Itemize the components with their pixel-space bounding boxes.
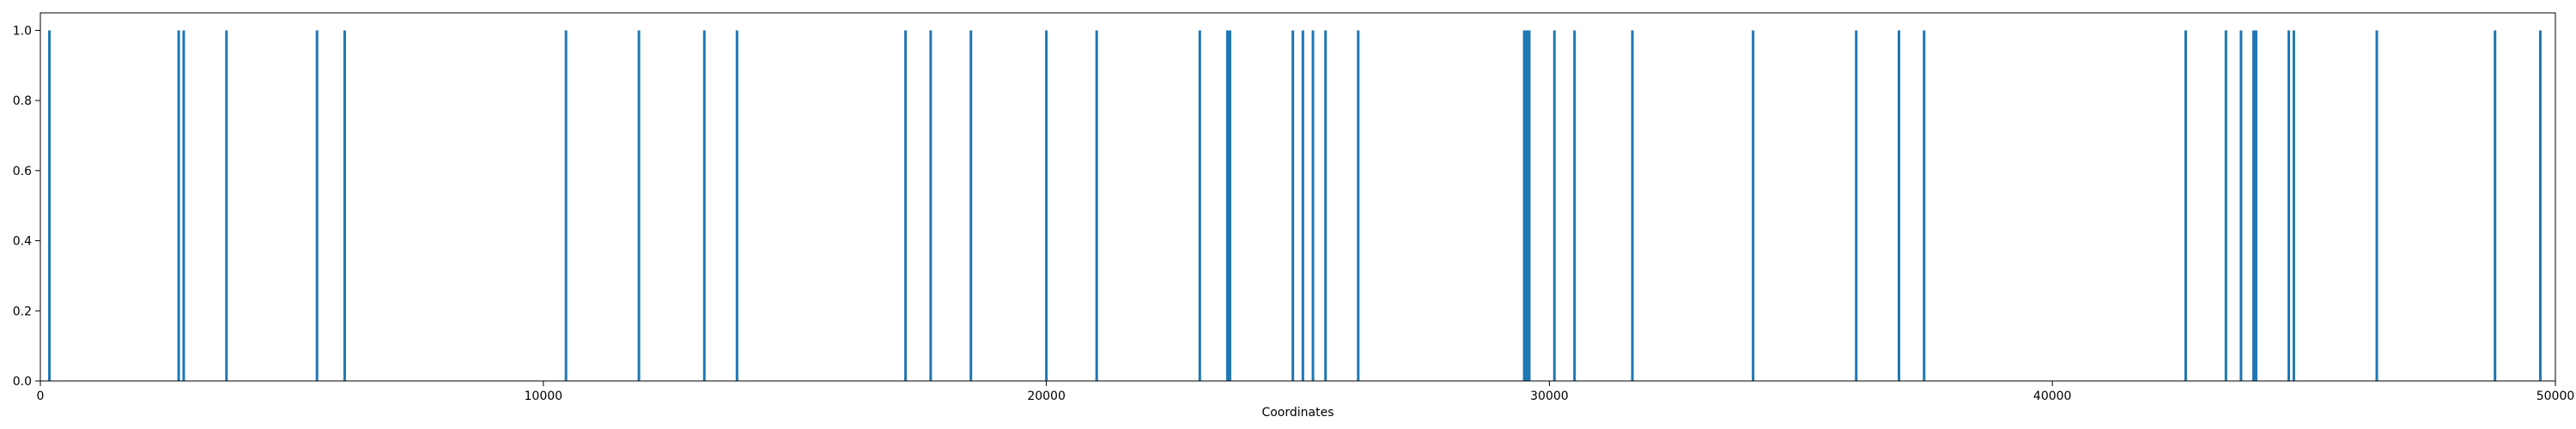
bar [702, 30, 706, 382]
bar [2184, 30, 2187, 382]
x-tick-label: 30000 [1530, 390, 1569, 403]
bar [48, 30, 52, 382]
bar [2287, 30, 2291, 382]
y-tick-label: 0.8 [13, 94, 32, 108]
x-tick-label: 10000 [525, 390, 563, 403]
plot-frame [39, 12, 2556, 382]
bar [343, 30, 346, 382]
bar [637, 30, 641, 382]
bar [2252, 30, 2256, 382]
bar [2538, 30, 2542, 382]
y-tick-label: 0.6 [13, 165, 32, 178]
bar [1631, 30, 1634, 382]
bar [225, 30, 228, 382]
x-axis-label: Coordinates [1261, 406, 1334, 420]
bar [904, 30, 908, 382]
bar [2375, 30, 2379, 382]
bar [1752, 30, 1755, 382]
bar [1045, 30, 1048, 382]
bar [2239, 30, 2243, 382]
bar [1552, 30, 1556, 382]
bar [182, 30, 185, 382]
bar [1228, 30, 1231, 382]
y-tick-label: 0.2 [13, 305, 32, 318]
bar [1855, 30, 1858, 382]
bar [177, 30, 180, 382]
bar [929, 30, 933, 382]
x-tick-label: 50000 [2537, 390, 2575, 403]
bar [1291, 30, 1295, 382]
x-tick-label: 0 [37, 390, 45, 403]
y-tick-label: 0.0 [13, 375, 32, 389]
x-axis: 0 10000 20000 30000 40000 50000 [37, 381, 2575, 403]
bars-group [48, 30, 2542, 382]
bar [969, 30, 973, 382]
bar [1357, 30, 1360, 382]
y-axis: 0.0 0.2 0.4 0.6 0.8 1.0 [13, 24, 40, 389]
x-tick-label: 40000 [2033, 390, 2072, 403]
bar [1225, 30, 1229, 382]
bar [1324, 30, 1327, 382]
bar [1301, 30, 1304, 382]
bar [2494, 30, 2497, 382]
bar [1528, 30, 1531, 382]
bar [1198, 30, 1201, 382]
y-tick-label: 1.0 [13, 24, 32, 38]
bar [1095, 30, 1098, 382]
bar [564, 30, 568, 382]
y-tick-label: 0.4 [13, 235, 32, 249]
bar [1525, 30, 1528, 382]
bar [315, 30, 319, 382]
bar [735, 30, 738, 382]
bar [2254, 30, 2257, 382]
bar [1573, 30, 1577, 382]
bar [1522, 30, 1526, 382]
bar [1923, 30, 1926, 382]
bar [2224, 30, 2227, 382]
x-tick-label: 20000 [1027, 390, 1066, 403]
bar [2292, 30, 2295, 382]
bar [1898, 30, 1901, 382]
bar [1311, 30, 1315, 382]
